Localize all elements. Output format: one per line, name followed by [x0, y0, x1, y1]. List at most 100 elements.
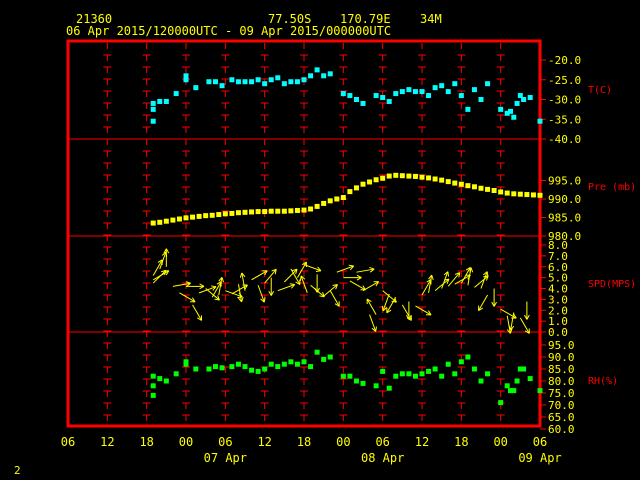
humidity-point	[498, 400, 504, 406]
humidity-point	[347, 373, 353, 379]
wind-vector	[241, 272, 246, 291]
temperature-point	[235, 79, 241, 85]
x-tick-label: 06	[533, 435, 547, 449]
wind-vector	[506, 315, 511, 334]
pressure-point	[458, 181, 464, 187]
pressure-point	[301, 207, 307, 213]
wind-vector-head	[506, 329, 511, 334]
pressure-point	[452, 180, 458, 186]
wind-vector	[179, 292, 196, 303]
y-tick-label: 5.0	[548, 272, 568, 285]
humidity-point	[478, 378, 484, 384]
pressure-point	[321, 200, 327, 206]
wind-vector-head	[381, 305, 384, 311]
pressure-point	[373, 177, 379, 183]
y-tick-label: 985.0	[548, 212, 581, 225]
y-tick-label: 3.0	[548, 293, 568, 306]
humidity-point	[229, 364, 235, 370]
humidity-point	[426, 368, 432, 374]
humidity-point	[173, 371, 179, 377]
wind-vector-head	[426, 279, 432, 283]
humidity-point	[353, 378, 359, 384]
wind-vector-head	[391, 300, 397, 303]
temperature-point	[308, 73, 314, 79]
wind-vector	[159, 251, 167, 270]
humidity-point	[511, 388, 517, 394]
pressure-point	[183, 215, 189, 221]
wind-vector-head	[244, 284, 248, 290]
y-tick-label: 1.0	[548, 315, 568, 328]
temperature-point	[527, 95, 533, 101]
humidity-point	[419, 371, 425, 377]
wind-vector-head	[314, 287, 318, 293]
wind-vector-head	[319, 295, 325, 298]
temperature-point	[206, 79, 212, 85]
panel-label-pressure: Pre (mb)	[588, 182, 636, 193]
pressure-point	[255, 209, 261, 215]
wind-vector	[290, 268, 301, 285]
pressure-point	[478, 185, 484, 191]
humidity-point	[327, 354, 333, 360]
humidity-point	[314, 349, 320, 355]
y-tick-label: 995.0	[548, 175, 581, 188]
grid-layer	[103, 43, 505, 424]
station-elevation: 34M	[420, 12, 442, 26]
pressure-point	[530, 192, 536, 198]
temperature-point	[511, 114, 517, 120]
humidity-point	[508, 388, 513, 394]
wind-vector-head	[332, 284, 338, 287]
humidity-point	[517, 366, 523, 372]
temperature-point	[508, 108, 513, 114]
wind-vector-head	[299, 275, 302, 281]
wind-vector-head	[513, 313, 517, 319]
wind-vector-head	[317, 266, 322, 272]
wind-vector-head	[157, 259, 163, 263]
wind-vector-head	[375, 281, 380, 287]
x-tick-label: 06	[61, 435, 75, 449]
x-tick-label: 12	[257, 435, 271, 449]
wind-vector	[303, 264, 322, 272]
humidity-point	[360, 380, 366, 386]
wind-vector-head	[369, 266, 375, 270]
wind-vector-head	[406, 314, 410, 320]
temperature-point	[229, 77, 235, 83]
wind-vector	[277, 284, 295, 292]
wind-vector-head	[263, 297, 266, 303]
pressure-point	[465, 183, 471, 189]
y-tick-label: -40.0	[548, 133, 581, 146]
page-number: 2	[14, 464, 21, 477]
pressure-point	[262, 209, 268, 215]
wind-vector-head	[382, 307, 388, 312]
humidity-point	[504, 383, 510, 389]
pressure-point	[367, 179, 373, 185]
data-layer	[150, 67, 543, 406]
wind-vector	[500, 308, 517, 319]
wind-vector-head	[356, 274, 362, 279]
wind-vector-head	[428, 310, 432, 316]
temperature-point	[373, 93, 379, 99]
wind-vector	[152, 269, 167, 284]
wind-vector	[510, 312, 515, 331]
wind-vector-head	[447, 271, 450, 277]
temperature-point	[150, 106, 156, 112]
humidity-point	[157, 376, 163, 382]
humidity-point	[150, 392, 156, 398]
temperature-point	[294, 79, 300, 85]
wind-vector	[478, 294, 488, 311]
humidity-point	[255, 368, 261, 374]
x-date-label: 08 Apr	[361, 451, 404, 465]
wind-vector-head	[334, 303, 340, 307]
x-tick-label: 18	[297, 435, 311, 449]
pressure-point	[393, 172, 399, 178]
wind-vector-head	[221, 277, 224, 283]
humidity-point	[275, 364, 281, 370]
y-tick-label: 85.0	[548, 363, 575, 376]
temperature-point	[426, 93, 432, 99]
wind-vector-head	[271, 268, 277, 272]
temperature-point	[340, 91, 346, 97]
pressure-point	[504, 190, 510, 196]
wind-vector	[172, 282, 191, 287]
humidity-point	[412, 373, 418, 379]
temperature-point	[275, 75, 281, 81]
pressure-point	[170, 217, 176, 223]
